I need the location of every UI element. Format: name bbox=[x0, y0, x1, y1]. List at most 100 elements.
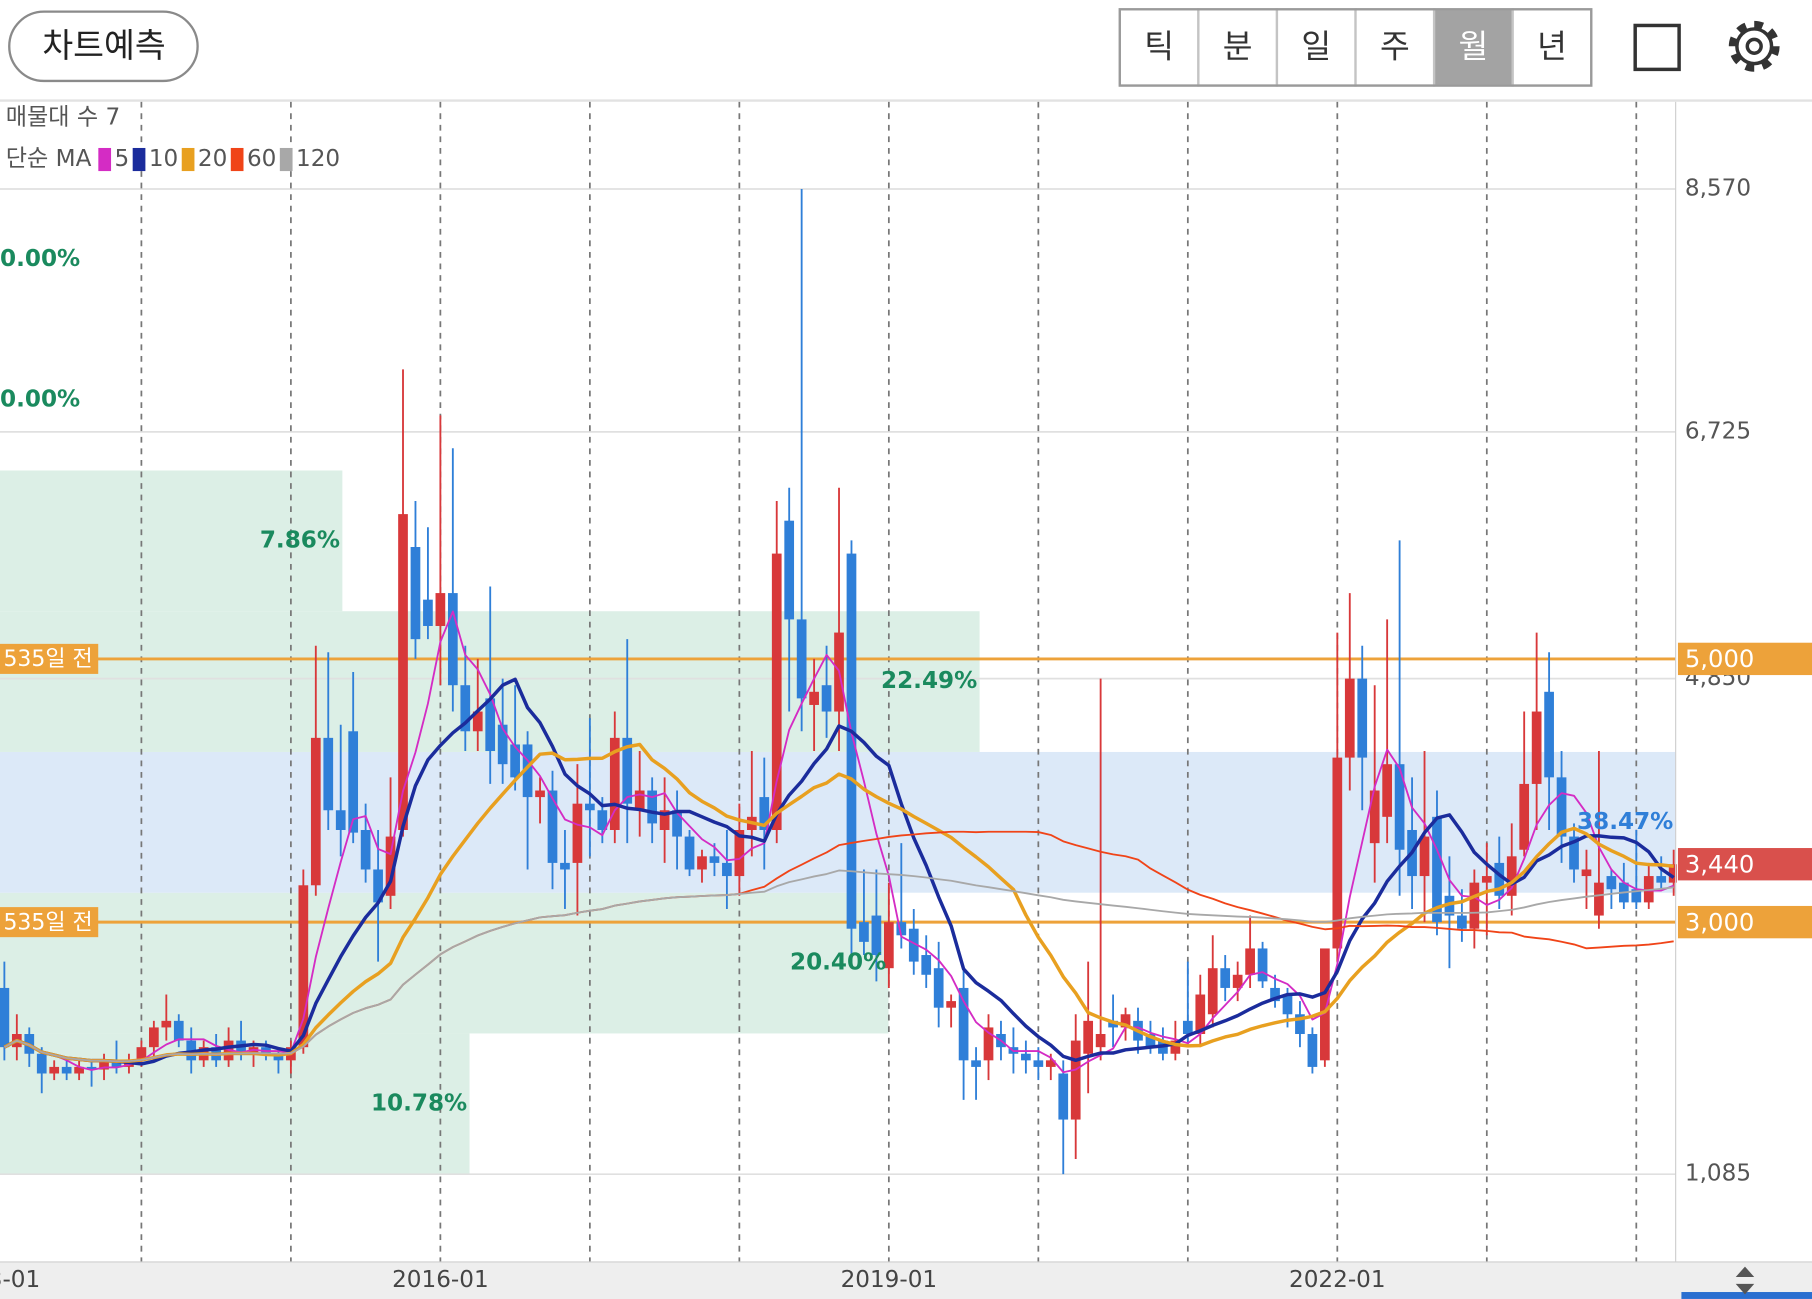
candle-body bbox=[1220, 968, 1231, 988]
candle-body bbox=[597, 810, 608, 830]
period-tab-label[interactable]: 분 bbox=[1223, 28, 1253, 66]
profile-bar bbox=[0, 1033, 470, 1175]
candle-body bbox=[1257, 948, 1268, 982]
predict-button[interactable]: 차트예측 bbox=[8, 10, 199, 83]
candle-body bbox=[1270, 987, 1280, 1002]
x-tick-label: 2013-01 bbox=[0, 1267, 40, 1293]
gear-hole bbox=[1745, 37, 1763, 55]
axis-panel bbox=[1676, 101, 1812, 1262]
candle-body bbox=[1631, 889, 1642, 903]
candle-body bbox=[1506, 856, 1517, 896]
candle-body bbox=[809, 691, 819, 705]
candle-body bbox=[1207, 968, 1218, 1015]
profile-label: 7.86% bbox=[260, 527, 340, 553]
x-tick-label: 2016-01 bbox=[392, 1267, 489, 1293]
period-tab-label[interactable]: 년 bbox=[1537, 28, 1567, 66]
level-price: 5,000 bbox=[1685, 644, 1754, 673]
candle-body bbox=[896, 922, 907, 936]
candle-body bbox=[310, 737, 321, 886]
predict-button-label[interactable]: 차트예측 bbox=[42, 26, 165, 65]
candle-body bbox=[485, 698, 496, 752]
candle-body bbox=[1033, 1060, 1044, 1067]
candle-body bbox=[0, 987, 10, 1048]
period-tab-label[interactable]: 틱 bbox=[1144, 28, 1174, 66]
candle-body bbox=[908, 928, 919, 962]
fullscreen-icon[interactable] bbox=[1633, 23, 1681, 72]
period-tab[interactable] bbox=[1511, 8, 1593, 87]
candle-body bbox=[547, 790, 558, 863]
candle-body bbox=[1070, 1040, 1081, 1120]
level-note: 535일 전 bbox=[3, 647, 92, 672]
profile-bar bbox=[0, 470, 343, 612]
period-tab[interactable] bbox=[1354, 8, 1436, 87]
period-tab-label[interactable]: 주 bbox=[1380, 28, 1410, 66]
legend-swatch bbox=[132, 147, 146, 172]
profile-label: 0.00% bbox=[0, 387, 80, 413]
candle-body bbox=[1095, 1034, 1106, 1048]
candle-body bbox=[360, 829, 371, 870]
candle-body bbox=[1494, 862, 1505, 896]
profile-label: 0.00% bbox=[0, 246, 80, 272]
candle-body bbox=[348, 731, 359, 833]
level-price-box bbox=[1677, 905, 1812, 939]
candle-body bbox=[1394, 764, 1405, 850]
candle-body bbox=[933, 968, 944, 1008]
resize-handle[interactable] bbox=[1735, 1266, 1755, 1295]
period-tab[interactable] bbox=[1197, 8, 1279, 87]
gear-body bbox=[1735, 27, 1774, 66]
profile-label: 22.49% bbox=[881, 668, 977, 694]
candle-body bbox=[684, 836, 695, 870]
candle-body bbox=[1544, 691, 1554, 778]
x-tick-label: 2022-01 bbox=[1289, 1267, 1386, 1293]
gear-teeth bbox=[1728, 20, 1780, 72]
candle-body bbox=[111, 1060, 122, 1067]
candle-body bbox=[373, 869, 383, 903]
candle-body bbox=[1569, 836, 1579, 870]
legend: 매물대 수 7 단순 MA 5 10 20 60 120 bbox=[6, 104, 340, 172]
level-note: 535일 전 bbox=[3, 910, 92, 935]
candle-body bbox=[472, 711, 483, 732]
candle-body bbox=[136, 1047, 147, 1061]
candle-body bbox=[734, 829, 745, 877]
candle-body bbox=[1245, 948, 1255, 975]
period-tab-label[interactable]: 월 bbox=[1459, 28, 1489, 66]
candle-body bbox=[1668, 864, 1679, 883]
profile-label: 10.78% bbox=[371, 1090, 467, 1116]
candle-body bbox=[1369, 790, 1380, 844]
candle-body bbox=[161, 1020, 172, 1028]
period-tabs-frame bbox=[1118, 8, 1593, 87]
predict-button-frame[interactable] bbox=[8, 10, 199, 83]
x-axis: 2013-01 2016-01 2019-01 2022-01 bbox=[0, 1267, 1386, 1293]
profile-label: 38.47% bbox=[1577, 809, 1673, 835]
candle-body bbox=[983, 1027, 994, 1061]
candle-body bbox=[971, 1060, 981, 1067]
ma-line bbox=[3, 610, 1675, 1074]
candle-body bbox=[173, 1020, 184, 1041]
candle-body bbox=[497, 724, 508, 765]
legend-swatch bbox=[279, 147, 293, 172]
candle-body bbox=[759, 797, 770, 830]
candle-body bbox=[535, 790, 545, 798]
candle-body bbox=[1108, 1020, 1118, 1028]
current-price: 3,440 bbox=[1685, 849, 1754, 878]
candle-body bbox=[1320, 948, 1330, 1061]
candle-body bbox=[1581, 869, 1592, 877]
settings-icon[interactable] bbox=[1728, 20, 1780, 72]
legend-swatch bbox=[98, 147, 112, 172]
candle-body bbox=[323, 737, 334, 811]
candle-body bbox=[1332, 757, 1343, 949]
candle-body bbox=[1058, 1073, 1069, 1120]
candle-body bbox=[1295, 1014, 1305, 1035]
candle-body bbox=[609, 737, 620, 830]
period-tab-label[interactable]: 일 bbox=[1301, 28, 1331, 66]
candle-body bbox=[1606, 876, 1617, 890]
candle-body bbox=[883, 922, 894, 969]
candle-body bbox=[659, 810, 670, 830]
legend-entry: 5 bbox=[115, 146, 130, 172]
candle-body bbox=[622, 737, 633, 804]
x-axis-strip bbox=[0, 1261, 1812, 1299]
candle-body bbox=[99, 1060, 109, 1070]
candle-body bbox=[1232, 974, 1243, 988]
candle-body bbox=[510, 744, 520, 778]
